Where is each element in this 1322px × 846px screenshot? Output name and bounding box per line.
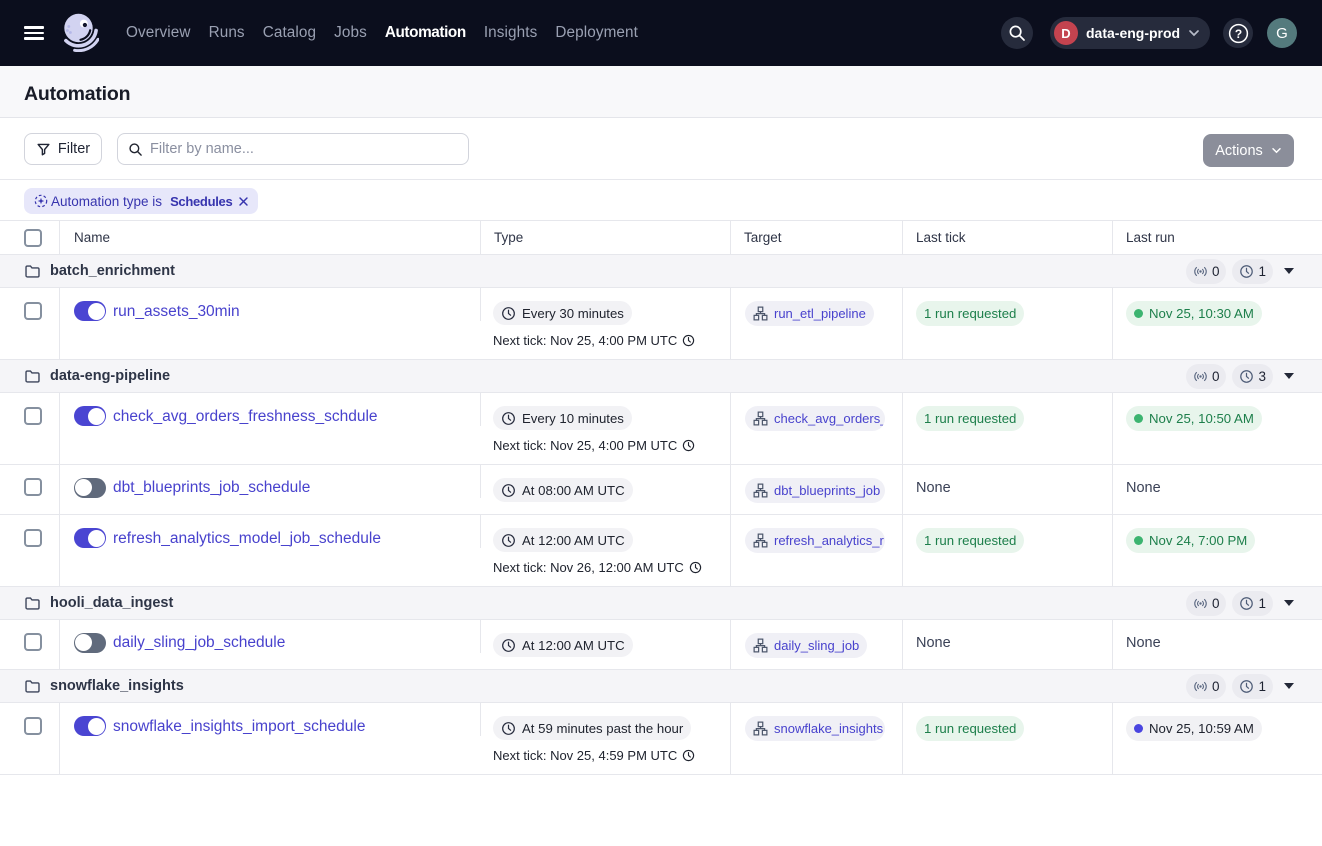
svg-text:?: ? <box>1234 26 1241 40</box>
